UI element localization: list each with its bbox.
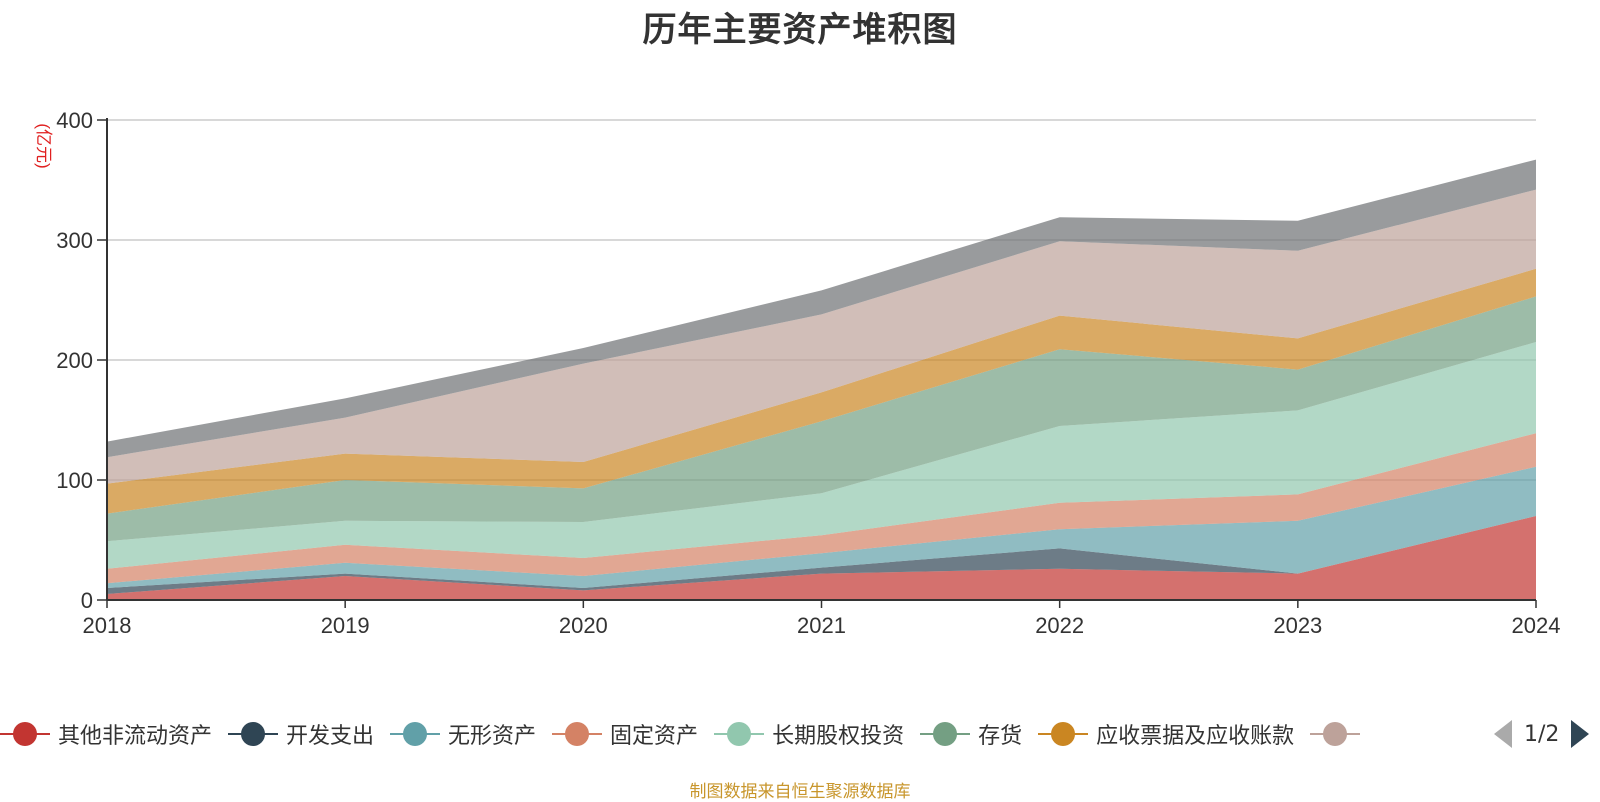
x-tick-label: 2019	[321, 613, 370, 638]
y-tick-label: 100	[56, 468, 93, 493]
y-tick-label: 0	[81, 588, 93, 613]
y-tick-label: 200	[56, 348, 93, 373]
x-tick-label: 2018	[83, 613, 132, 638]
legend-label: 存货	[978, 724, 1023, 749]
legend-item[interactable]: 存货	[920, 718, 1022, 750]
x-tick-label: 2020	[559, 613, 608, 638]
y-tick-label: 300	[56, 228, 93, 253]
legend-label: 无形资产	[448, 724, 537, 749]
y-tick-label: 400	[56, 108, 93, 133]
legend: 其他非流动资产 开发支出 无形资产 固定资产 长期股权投资 存货 应收票据及应收账款	[0, 712, 1600, 756]
legend-item[interactable]	[1310, 722, 1361, 746]
area-series-6[interactable]	[107, 268, 1536, 514]
legend-item[interactable]: 应收票据及应收账款	[1038, 718, 1294, 750]
x-tick-label: 2023	[1273, 613, 1322, 638]
legend-pager: 1/2	[1494, 712, 1590, 756]
legend-swatch-icon	[920, 722, 971, 746]
legend-item[interactable]: 无形资产	[390, 718, 536, 750]
legend-prev-page-icon[interactable]	[1494, 720, 1512, 748]
legend-item[interactable]: 其他非流动资产	[0, 718, 212, 750]
legend-swatch-icon	[1310, 722, 1361, 746]
x-tick-label: 2024	[1512, 613, 1561, 638]
legend-label: 应收票据及应收账款	[1096, 724, 1295, 749]
y-axis-unit-label: (亿元)	[34, 123, 53, 168]
legend-item[interactable]: 开发支出	[228, 718, 374, 750]
area-series-3[interactable]	[107, 433, 1536, 584]
legend-swatch-icon	[714, 722, 765, 746]
area-series-8[interactable]	[107, 159, 1536, 458]
chart-title: 历年主要资产堆积图	[642, 10, 958, 50]
x-tick-label: 2022	[1035, 613, 1084, 638]
area-layer	[107, 159, 1536, 600]
legend-item[interactable]: 长期股权投资	[714, 718, 904, 750]
area-series-5[interactable]	[107, 296, 1536, 542]
area-series-4[interactable]	[107, 342, 1536, 569]
legend-swatch-icon	[228, 722, 279, 746]
area-series-0[interactable]	[107, 516, 1536, 600]
legend-item[interactable]: 固定资产	[552, 718, 698, 750]
legend-page-indicator: 1/2	[1524, 721, 1560, 747]
x-tick-label: 2021	[797, 613, 846, 638]
area-series-7[interactable]	[107, 189, 1536, 484]
legend-swatch-icon	[552, 722, 603, 746]
legend-label: 开发支出	[286, 724, 375, 749]
legend-label: 其他非流动资产	[58, 724, 213, 749]
legend-swatch-icon	[1038, 722, 1089, 746]
chart-plot: 0 100 200 300 400 2018 2019 2020 2021 2022 2023 202…	[34, 108, 1560, 638]
source-note: 制图数据来自恒生聚源数据库	[689, 782, 911, 802]
area-series-2[interactable]	[107, 466, 1536, 588]
legend-next-page-icon[interactable]	[1571, 720, 1590, 748]
legend-label: 长期股权投资	[772, 724, 905, 749]
legend-swatch-icon	[390, 722, 441, 746]
legend-label: 固定资产	[610, 724, 699, 749]
legend-swatch-icon	[0, 722, 50, 746]
axis-layer: 0 100 200 300 400 2018 2019 2020 2021 2022 2023 202…	[56, 108, 1560, 638]
